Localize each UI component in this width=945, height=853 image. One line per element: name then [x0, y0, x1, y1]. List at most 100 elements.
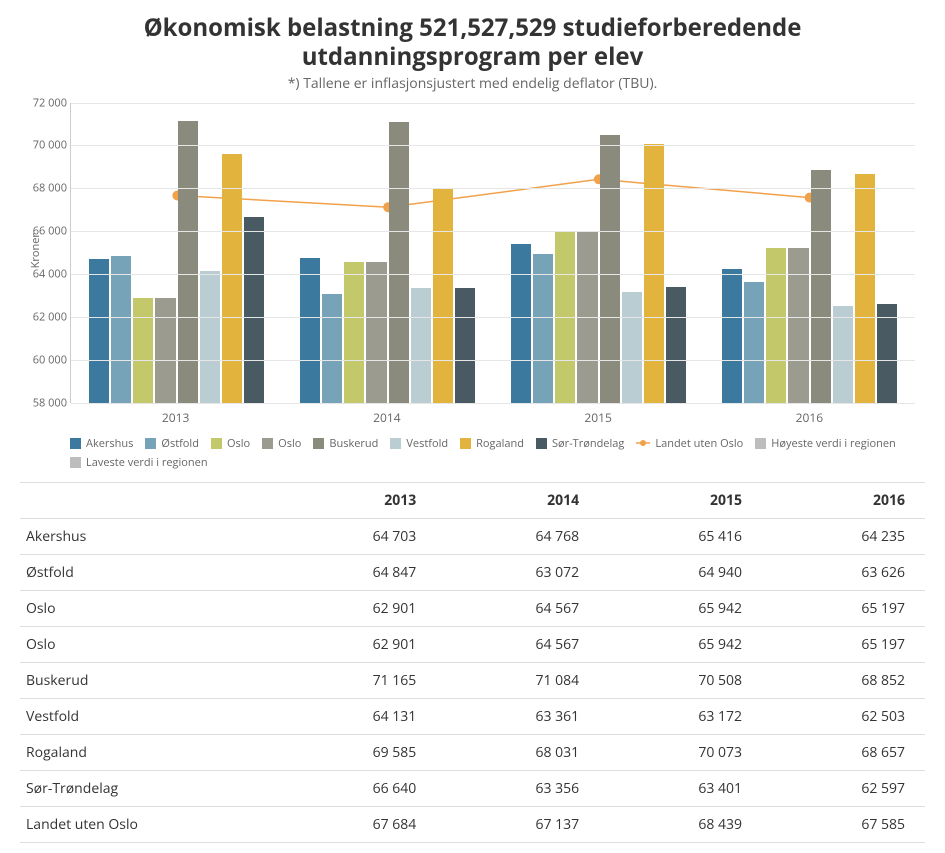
- row-value: 70 508: [599, 662, 762, 698]
- legend-label: Laveste verdi i regionen: [86, 455, 208, 470]
- bar: [666, 287, 686, 403]
- row-value: 63 072: [436, 554, 599, 590]
- legend-item: Sør-Trøndelag: [536, 436, 624, 451]
- legend-label: Rogaland: [476, 436, 524, 451]
- legend-item: Landet uten Oslo: [636, 436, 743, 451]
- title-line-2: utdanningsprogram per elev: [302, 40, 644, 73]
- table-row: Akershus64 70364 76865 41664 235: [20, 518, 925, 554]
- bar: [855, 174, 875, 402]
- legend-swatch: [211, 438, 222, 449]
- bar: [788, 248, 808, 402]
- legend-item: Oslo: [211, 436, 250, 451]
- bar-group: [493, 103, 704, 403]
- y-tick-label: 70 000: [23, 138, 67, 153]
- legend-label: Buskerud: [329, 436, 378, 451]
- row-name: Akershus: [20, 518, 273, 554]
- row-value: 64 847: [273, 554, 436, 590]
- row-value: 64 768: [436, 518, 599, 554]
- bar: [744, 282, 764, 403]
- bar: [222, 154, 242, 402]
- table-header-row: 2013201420152016: [20, 482, 925, 518]
- row-value: 64 703: [273, 518, 436, 554]
- row-value: 63 356: [436, 770, 599, 806]
- chart-subtitle: *) Tallene er inflasjonsjustert med ende…: [20, 74, 925, 93]
- bar: [200, 271, 220, 402]
- x-tick-label: 2016: [704, 409, 915, 426]
- table-header-empty: [20, 482, 273, 518]
- legend-swatch: [70, 438, 81, 449]
- bar: [366, 262, 386, 403]
- row-value: 64 567: [436, 590, 599, 626]
- table-header-year: 2015: [599, 482, 762, 518]
- data-table: 2013201420152016 Akershus64 70364 76865 …: [20, 482, 925, 843]
- row-value: 65 942: [599, 590, 762, 626]
- legend-label: Østfold: [161, 436, 199, 451]
- bar: [511, 244, 531, 403]
- row-value: 66 640: [273, 770, 436, 806]
- bar: [244, 217, 264, 402]
- table-row: Østfold64 84763 07264 94063 626: [20, 554, 925, 590]
- gridline: [71, 188, 915, 189]
- legend-label: Vestfold: [406, 436, 448, 451]
- row-value: 62 901: [273, 626, 436, 662]
- legend-item: Vestfold: [390, 436, 448, 451]
- table-header-year: 2016: [762, 482, 925, 518]
- row-name: Landet uten Oslo: [20, 806, 273, 842]
- bar: [155, 298, 175, 403]
- row-value: 62 503: [762, 698, 925, 734]
- gridline: [71, 231, 915, 232]
- plot-area: 58 00060 00062 00064 00066 00068 00070 0…: [70, 103, 915, 403]
- gridline: [71, 403, 915, 404]
- table-row: Vestfold64 13163 36163 17262 503: [20, 698, 925, 734]
- row-value: 63 361: [436, 698, 599, 734]
- row-value: 62 901: [273, 590, 436, 626]
- legend-line-swatch: [636, 436, 650, 450]
- y-tick-label: 64 000: [23, 267, 67, 282]
- bar: [89, 259, 109, 403]
- chart-title: Økonomisk belastning 521,527,529 studief…: [20, 14, 925, 72]
- gridline: [71, 317, 915, 318]
- table-header-year: 2014: [436, 482, 599, 518]
- bar-groups: [71, 103, 915, 403]
- bar: [300, 258, 320, 403]
- row-value: 63 172: [599, 698, 762, 734]
- table-row: Rogaland69 58568 03170 07368 657: [20, 734, 925, 770]
- bar: [533, 254, 553, 403]
- x-tick-label: 2013: [70, 409, 281, 426]
- legend-swatch: [755, 438, 766, 449]
- bar: [133, 298, 153, 403]
- legend-swatch: [262, 438, 273, 449]
- legend-item: Rogaland: [460, 436, 524, 451]
- bar-group: [704, 103, 915, 403]
- legend-item: Laveste verdi i regionen: [70, 455, 208, 470]
- row-value: 67 137: [436, 806, 599, 842]
- legend-label: Oslo: [278, 436, 301, 451]
- y-tick-label: 72 000: [23, 95, 67, 110]
- legend-label: Oslo: [227, 436, 250, 451]
- row-value: 67 684: [273, 806, 436, 842]
- row-value: 63 401: [599, 770, 762, 806]
- bar: [111, 256, 131, 403]
- row-value: 65 942: [599, 626, 762, 662]
- bar: [766, 248, 786, 402]
- legend-swatch: [145, 438, 156, 449]
- row-value: 63 626: [762, 554, 925, 590]
- row-value: 68 439: [599, 806, 762, 842]
- table-body: Akershus64 70364 76865 41664 235Østfold6…: [20, 518, 925, 842]
- row-name: Østfold: [20, 554, 273, 590]
- row-name: Oslo: [20, 626, 273, 662]
- legend-item: Oslo: [262, 436, 301, 451]
- row-name: Rogaland: [20, 734, 273, 770]
- row-value: 65 197: [762, 590, 925, 626]
- gridline: [71, 103, 915, 104]
- legend-swatch: [70, 457, 81, 468]
- row-value: 68 852: [762, 662, 925, 698]
- legend-item: Høyeste verdi i regionen: [755, 436, 896, 451]
- x-tick-label: 2015: [493, 409, 704, 426]
- y-tick-label: 68 000: [23, 181, 67, 196]
- row-value: 62 597: [762, 770, 925, 806]
- bar-group: [71, 103, 282, 403]
- gridline: [71, 360, 915, 361]
- bar: [622, 292, 642, 403]
- bar: [877, 304, 897, 403]
